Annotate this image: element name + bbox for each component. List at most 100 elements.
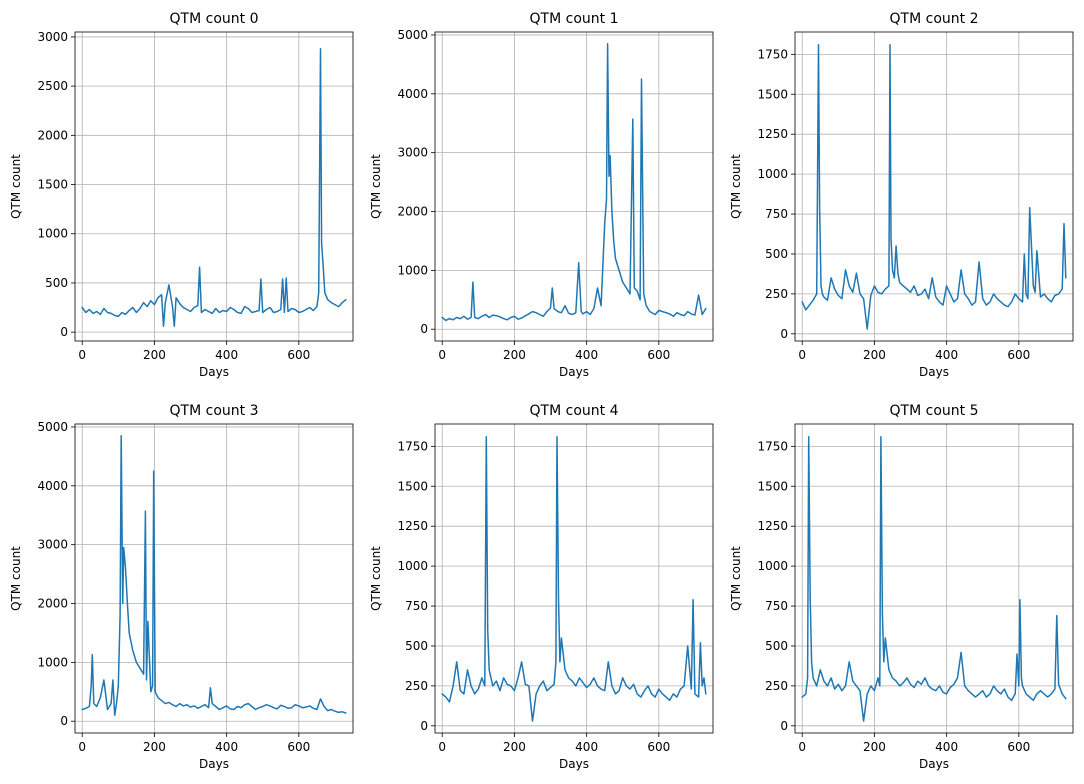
axes-frame (434, 423, 714, 734)
y-tick-label: 750 (765, 599, 788, 613)
y-tick-label: 3000 (37, 538, 68, 552)
x-tick-label: 600 (1007, 740, 1030, 754)
y-tick-label: 0 (420, 719, 428, 733)
x-tick-label: 0 (78, 348, 86, 362)
x-axis-label: Days (919, 365, 949, 379)
y-tick-label: 3000 (397, 146, 428, 160)
y-tick-label: 2500 (37, 79, 68, 93)
axes-frame (794, 31, 1074, 342)
y-tick-label: 1750 (397, 439, 428, 453)
subplot-title: QTM count 3 (170, 403, 259, 419)
y-tick-label: 1500 (397, 479, 428, 493)
x-tick-label: 600 (1007, 348, 1030, 362)
x-axis-label: Days (919, 757, 949, 771)
y-tick-label: 1500 (757, 87, 788, 101)
x-tick-label: 200 (863, 740, 886, 754)
x-axis-label: Days (199, 757, 229, 771)
y-tick-label: 1000 (757, 559, 788, 573)
y-tick-label: 1750 (757, 47, 788, 61)
y-tick-label: 500 (405, 639, 428, 653)
y-tick-label: 1000 (37, 655, 68, 669)
x-tick-label: 200 (863, 348, 886, 362)
series-line (801, 44, 1067, 330)
subplot-title: QTM count 5 (890, 403, 979, 419)
x-tick-label: 400 (215, 740, 238, 754)
y-tick-label: 0 (780, 327, 788, 341)
y-axis-label: QTM count (9, 154, 23, 219)
y-tick-label: 0 (420, 322, 428, 336)
subplot-2: 0 200 400 600 0 250 500 750 1000 1250 1500 1750 QTM … (729, 11, 1074, 379)
y-axis-label: QTM count (369, 154, 383, 219)
series-line (81, 435, 347, 717)
subplot-1: 0 200 400 600 0 1000 2000 3000 4000 5000 QTM count… (369, 11, 714, 379)
x-tick-label: 200 (503, 348, 526, 362)
y-tick-label: 250 (405, 679, 428, 693)
y-tick-label: 1250 (757, 127, 788, 141)
series-line (801, 436, 1067, 722)
y-tick-label: 1000 (397, 263, 428, 277)
y-tick-label: 0 (780, 719, 788, 733)
subplot-title: QTM count 1 (530, 11, 619, 27)
x-tick-label: 400 (575, 740, 598, 754)
y-axis-label: QTM count (729, 154, 743, 219)
subplot-3: 0 200 400 600 0 1000 2000 3000 4000 5000 QTM count… (9, 403, 354, 771)
x-tick-label: 200 (143, 348, 166, 362)
y-tick-label: 1000 (757, 167, 788, 181)
x-tick-label: 600 (287, 348, 310, 362)
x-tick-label: 0 (798, 348, 806, 362)
axes-frame (794, 423, 1074, 734)
subplot-title: QTM count 2 (890, 11, 979, 27)
x-axis-label: Days (559, 757, 589, 771)
series-line (81, 47, 347, 327)
x-axis-label: Days (559, 365, 589, 379)
axes-frame (74, 31, 354, 342)
subplot-0: 0 200 400 600 0 500 1000 1500 2000 2500 3000 QTM co… (9, 11, 354, 379)
y-tick-label: 4000 (397, 87, 428, 101)
y-tick-label: 1750 (757, 439, 788, 453)
series-line (441, 436, 707, 722)
axes-frame (74, 423, 354, 734)
y-tick-label: 5000 (37, 420, 68, 434)
y-tick-label: 250 (765, 679, 788, 693)
x-tick-label: 600 (287, 740, 310, 754)
y-axis-label: QTM count (729, 546, 743, 611)
y-tick-label: 0 (60, 325, 68, 339)
y-tick-label: 500 (765, 247, 788, 261)
x-tick-label: 400 (935, 348, 958, 362)
x-tick-label: 400 (935, 740, 958, 754)
y-tick-label: 500 (45, 276, 68, 290)
x-tick-label: 200 (503, 740, 526, 754)
x-tick-label: 400 (215, 348, 238, 362)
y-tick-label: 1000 (397, 559, 428, 573)
x-tick-label: 600 (647, 348, 670, 362)
y-tick-label: 500 (765, 639, 788, 653)
subplot-4: 0 200 400 600 0 250 500 750 1000 1250 1500 1750 QTM … (369, 403, 714, 771)
x-tick-label: 0 (438, 348, 446, 362)
y-tick-label: 2000 (37, 128, 68, 142)
x-tick-label: 600 (647, 740, 670, 754)
series-line (441, 43, 707, 322)
y-tick-label: 1250 (757, 519, 788, 533)
y-tick-label: 1500 (757, 479, 788, 493)
y-tick-label: 750 (405, 599, 428, 613)
axes-frame (434, 31, 714, 342)
y-tick-label: 250 (765, 287, 788, 301)
x-tick-label: 400 (575, 348, 598, 362)
y-tick-label: 0 (60, 714, 68, 728)
subplot-5: 0 200 400 600 0 250 500 750 1000 1250 1500 1750 QTM … (729, 403, 1074, 771)
y-tick-label: 1500 (37, 178, 68, 192)
y-tick-label: 2000 (397, 205, 428, 219)
subplot-title: QTM count 4 (530, 403, 619, 419)
y-tick-label: 5000 (397, 28, 428, 42)
y-axis-label: QTM count (369, 546, 383, 611)
y-tick-label: 750 (765, 207, 788, 221)
subplot-title: QTM count 0 (170, 11, 259, 27)
x-axis-label: Days (199, 365, 229, 379)
y-tick-label: 3000 (37, 30, 68, 44)
x-tick-label: 0 (78, 740, 86, 754)
y-tick-label: 2000 (37, 597, 68, 611)
x-tick-label: 0 (438, 740, 446, 754)
x-tick-label: 200 (143, 740, 166, 754)
x-tick-label: 0 (798, 740, 806, 754)
